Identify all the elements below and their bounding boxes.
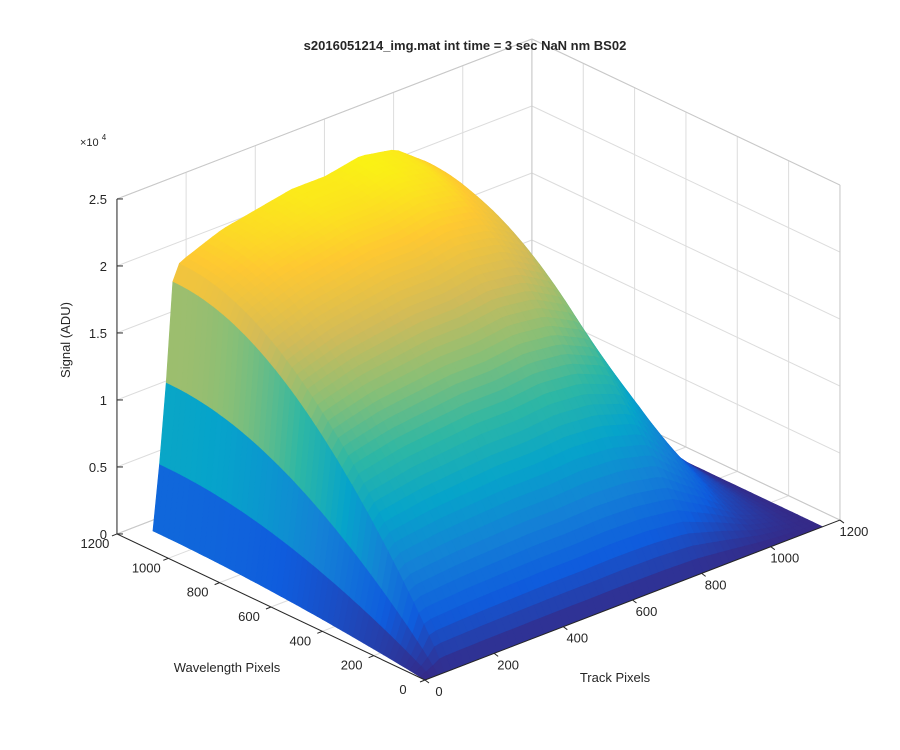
- y-tick-label: 800: [187, 585, 209, 600]
- z-exponent-power: 4: [102, 133, 107, 142]
- y-tick-label: 400: [289, 633, 311, 648]
- z-tick-label: 1: [100, 393, 107, 408]
- grid-line: [531, 105, 841, 253]
- z-tick-label: 0.5: [89, 460, 107, 475]
- x-tick-label: 600: [636, 604, 658, 619]
- z-tick-label: 0: [100, 527, 107, 542]
- tick-labels: 0200400600800100012000200400600800100012…: [80, 192, 868, 699]
- y-tick-label: 600: [238, 609, 260, 624]
- x-tick: [563, 626, 568, 631]
- box-edge: [531, 38, 841, 186]
- y-tick: [111, 533, 118, 537]
- y-tick: [317, 630, 323, 634]
- y-tick-label: 200: [341, 658, 363, 673]
- z-exponent-label: ×10 4: [80, 133, 107, 149]
- axes-lines: [111, 198, 845, 684]
- x-tick: [493, 652, 499, 657]
- box-edge: [116, 38, 533, 200]
- x-axis-label: Track Pixels: [580, 670, 651, 685]
- z-tick-label: 2: [100, 259, 107, 274]
- z-axis-label: Signal (ADU): [58, 302, 73, 378]
- x-tick: [839, 519, 845, 524]
- grid-line: [531, 172, 841, 320]
- x-tick-label: 200: [497, 657, 519, 672]
- x-tick-label: 0: [435, 684, 442, 699]
- x-tick: [701, 572, 706, 577]
- x-tick-label: 1200: [839, 524, 868, 539]
- y-tick: [419, 679, 426, 683]
- y-tick: [368, 655, 374, 659]
- x-tick-label: 400: [566, 631, 588, 646]
- z-tick-label: 2.5: [89, 192, 107, 207]
- y-tick-label: 0: [399, 682, 406, 697]
- y-tick-label: 1000: [132, 560, 161, 575]
- x-tick: [770, 546, 776, 551]
- y-tick: [265, 606, 272, 610]
- x-tick-label: 1000: [770, 551, 799, 566]
- x-tick: [424, 679, 430, 684]
- surface: [152, 149, 824, 681]
- y-tick-label: 1200: [80, 536, 109, 551]
- x-tick: [632, 599, 637, 604]
- z-exponent-base: ×10: [80, 137, 99, 149]
- grid-line: [531, 239, 841, 387]
- y-tick: [163, 557, 169, 561]
- x-tick-label: 800: [705, 577, 727, 592]
- z-tick-label: 1.5: [89, 326, 107, 341]
- chart-title: s2016051214_img.mat int time = 3 sec NaN…: [304, 38, 627, 53]
- y-axis-label: Wavelength Pixels: [174, 660, 281, 675]
- y-tick: [214, 582, 220, 586]
